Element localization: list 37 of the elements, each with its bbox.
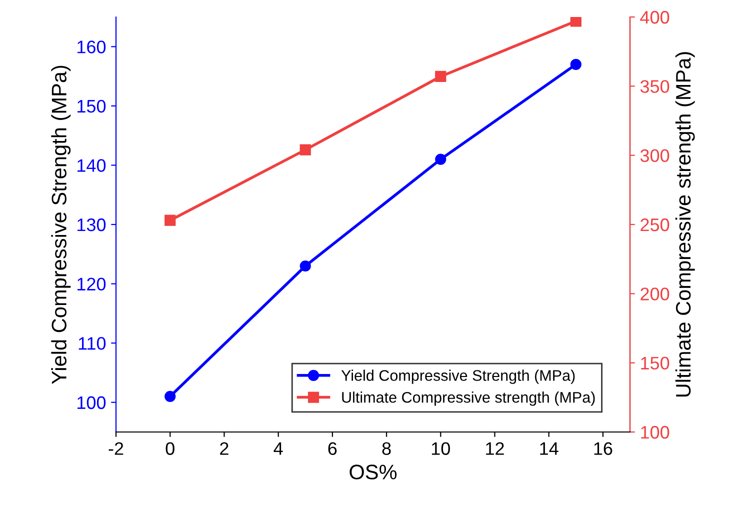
point	[300, 144, 311, 156]
x-tick-label: 4	[274, 442, 283, 455]
point	[570, 17, 582, 27]
point	[435, 154, 446, 165]
y-tick-label: 130	[78, 218, 106, 232]
x-tick-label: 0	[166, 442, 174, 455]
point	[164, 214, 176, 226]
x-tick-label: 8	[382, 442, 391, 455]
y-tick-label: 100	[78, 396, 106, 410]
y-tick-label: 110	[78, 337, 106, 350]
point	[435, 70, 446, 82]
y2-tick-label: 350	[640, 80, 670, 93]
y-tick-label: 160	[78, 40, 106, 54]
y-tick-label: 150	[78, 100, 106, 113]
x-axis-title: OS%	[350, 464, 397, 480]
x-tick-label: 14	[540, 442, 558, 455]
point	[300, 260, 311, 272]
y2-tick-label: 400	[640, 10, 670, 24]
point	[570, 58, 582, 70]
y2-tick-label: 300	[640, 149, 670, 162]
x-tick-label: 10	[432, 442, 450, 455]
x-tick-label: 2	[220, 442, 228, 455]
y-tick-label: 140	[78, 159, 106, 172]
legend-label: Yield Compressive Strength (MPa)	[341, 370, 575, 384]
y2-tick-label: 250	[640, 218, 670, 232]
legend-label: Ultimate Compressive strength (MPa)	[342, 392, 595, 406]
y2-tick-label: 200	[640, 288, 670, 300]
y-tick-label: 120	[78, 278, 106, 291]
x-tick-label: 12	[486, 442, 504, 455]
point	[164, 390, 176, 402]
y2-tick-label: 150	[641, 356, 670, 370]
y-axis-title: Yield Compressive Strength (MPa)	[51, 66, 71, 384]
x-tick-label: -2	[108, 442, 124, 455]
x-tick-label: 6	[328, 442, 337, 455]
x-tick-label: 16	[594, 442, 612, 455]
y2-tick-label: 100	[641, 426, 670, 439]
y2-axis-title: Ultimate Compressive strength (MPa)	[675, 52, 695, 397]
